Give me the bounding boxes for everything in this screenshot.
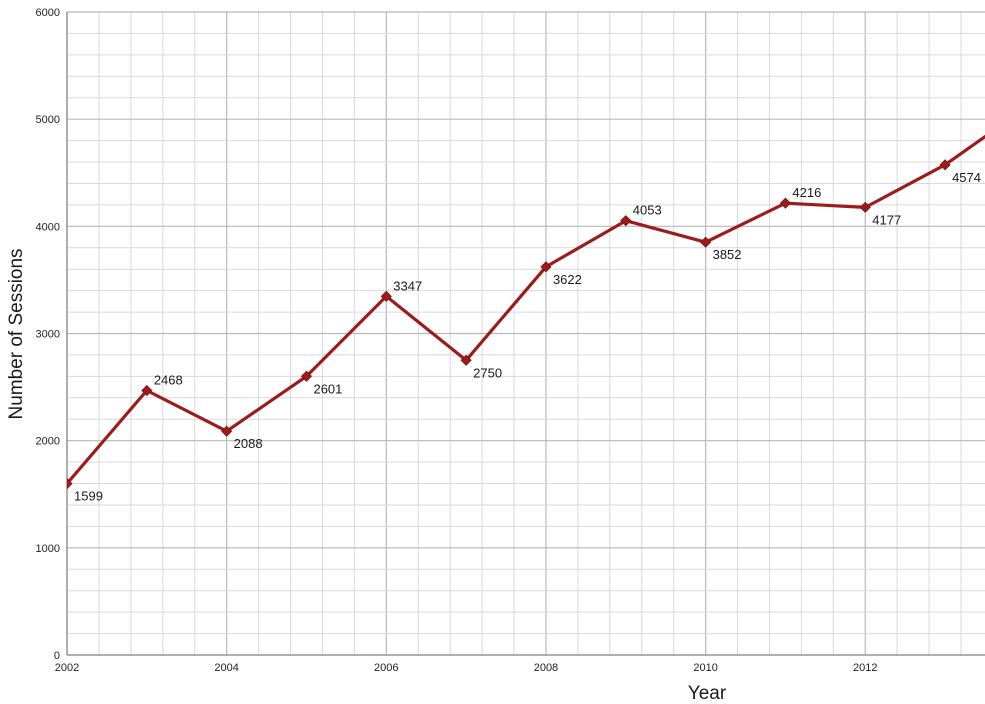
data-label: 1599 <box>74 489 103 504</box>
data-label: 2088 <box>234 436 263 451</box>
data-point-marker <box>620 215 632 227</box>
data-label: 2468 <box>154 373 183 388</box>
y-tick-label: 6000 <box>36 7 60 19</box>
x-tick-label: 2010 <box>693 662 717 674</box>
y-tick-label: 3000 <box>36 329 60 341</box>
series-line <box>67 134 985 486</box>
series-layer <box>67 134 985 490</box>
y-tick-label: 5000 <box>36 114 60 126</box>
data-label: 4216 <box>792 185 821 200</box>
axes: 0 1000 2000 3000 4000 5000 6000 2002 2004 2006 200… <box>36 7 985 674</box>
x-tick-label: 2008 <box>534 662 558 674</box>
y-tick-label: 2000 <box>36 436 60 448</box>
data-label: 4574 <box>952 170 981 185</box>
grid <box>66 11 985 656</box>
data-labels: 1599 2468 2088 2601 3347 2750 3622 4053 3852 4216… <box>74 170 981 504</box>
data-point-marker <box>859 201 871 213</box>
x-tick-label: 2002 <box>55 662 79 674</box>
data-point-marker <box>700 236 712 248</box>
x-axis-title: Year <box>688 683 727 704</box>
data-label: 3852 <box>713 247 742 262</box>
data-point-marker <box>939 159 951 171</box>
data-label: 3622 <box>553 272 582 287</box>
x-tick-label: 2012 <box>853 662 877 674</box>
data-point-marker <box>141 384 153 397</box>
y-axis-title: Number of Sessions <box>6 248 27 419</box>
data-point-marker <box>67 478 73 490</box>
data-label: 2750 <box>473 365 502 380</box>
data-point-marker <box>540 261 552 273</box>
y-tick-label: 0 <box>54 650 60 662</box>
data-point-marker <box>380 290 392 302</box>
data-point-marker <box>221 425 233 437</box>
data-label: 3347 <box>393 278 422 293</box>
x-tick-label: 2004 <box>214 662 238 674</box>
data-label: 2601 <box>313 381 342 396</box>
data-point-marker <box>300 370 313 382</box>
data-point-marker <box>779 197 792 209</box>
data-label: 4053 <box>633 203 662 218</box>
y-tick-label: 4000 <box>36 221 60 233</box>
y-tick-label: 1000 <box>36 543 60 555</box>
data-label: 4177 <box>872 212 901 227</box>
data-point-marker <box>460 354 472 366</box>
x-tick-label: 2006 <box>374 662 398 674</box>
